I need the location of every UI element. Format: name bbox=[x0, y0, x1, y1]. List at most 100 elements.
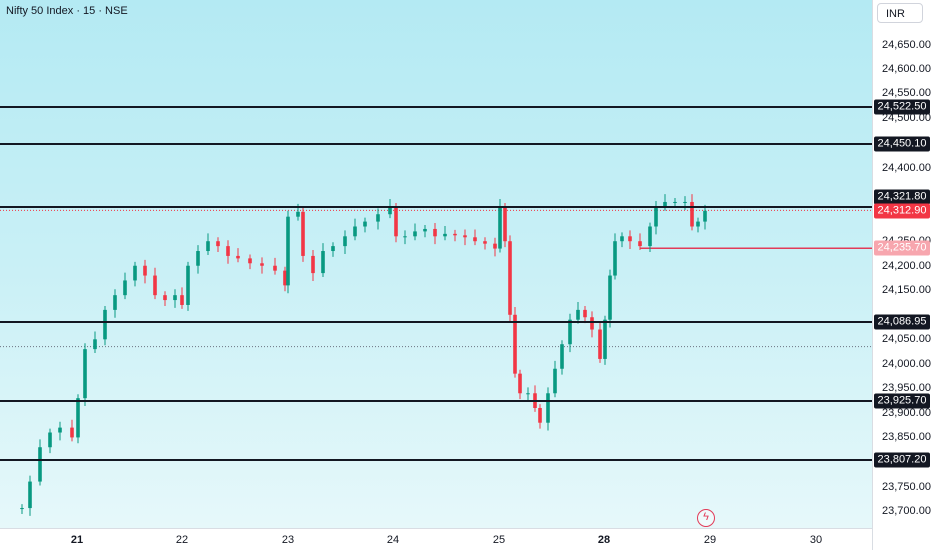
candle-body bbox=[568, 319, 572, 345]
candle-body bbox=[103, 309, 107, 340]
candle-body bbox=[301, 211, 305, 256]
price-tick: 23,700.00 bbox=[882, 505, 931, 517]
candle-body bbox=[273, 265, 277, 271]
candlestick-plot bbox=[0, 194, 872, 516]
candle-body bbox=[311, 255, 315, 274]
candle-body bbox=[583, 309, 587, 318]
candle-body bbox=[113, 295, 117, 310]
candle-body bbox=[553, 368, 557, 394]
time-tick: 24 bbox=[386, 534, 400, 546]
level-line-23926[interactable] bbox=[0, 400, 872, 402]
time-tick: 22 bbox=[175, 534, 189, 546]
time-axis[interactable] bbox=[0, 528, 872, 551]
candle-body bbox=[226, 246, 230, 256]
level-label-23926[interactable]: 23,925.70 bbox=[874, 393, 930, 409]
candle-body bbox=[353, 226, 357, 237]
candle-body bbox=[236, 255, 240, 259]
candle-body bbox=[690, 201, 694, 227]
candle-body bbox=[423, 228, 427, 232]
price-tick: 23,750.00 bbox=[882, 481, 931, 493]
candle-body bbox=[453, 233, 457, 236]
candle-body bbox=[216, 241, 220, 247]
time-tick: 28 bbox=[597, 534, 611, 546]
price-tick: 24,150.00 bbox=[882, 284, 931, 296]
candle-body bbox=[546, 393, 550, 423]
candle-body bbox=[413, 231, 417, 237]
candle-body bbox=[376, 214, 380, 222]
candle-body bbox=[673, 201, 677, 203]
candle-body bbox=[613, 241, 617, 276]
candle-body bbox=[331, 246, 335, 252]
candle-body bbox=[603, 319, 607, 359]
symbol-title[interactable]: Nifty 50 Index · 15 · NSE bbox=[6, 5, 128, 17]
current-price-label[interactable]: 24,312.90 bbox=[874, 203, 930, 219]
candle-body bbox=[283, 270, 287, 286]
level-label-24321[interactable]: 24,321.80 bbox=[874, 189, 930, 205]
candle-body bbox=[70, 427, 74, 438]
price-tick: 24,650.00 bbox=[882, 39, 931, 51]
lightning-icon[interactable]: ϟ bbox=[697, 509, 715, 527]
price-tick: 24,400.00 bbox=[882, 162, 931, 174]
price-tick: 24,000.00 bbox=[882, 358, 931, 370]
currency-selector[interactable]: INR bbox=[877, 3, 923, 23]
price-tick: 24,550.00 bbox=[882, 87, 931, 99]
price-axis[interactable] bbox=[872, 0, 932, 550]
candle-body bbox=[608, 275, 612, 320]
candle-body bbox=[503, 206, 507, 242]
candle-body bbox=[663, 201, 667, 207]
candle-body bbox=[83, 349, 87, 399]
level-label-23807[interactable]: 23,807.20 bbox=[874, 452, 930, 468]
candle-body bbox=[576, 309, 580, 320]
time-tick: 21 bbox=[70, 534, 84, 546]
candle-body bbox=[538, 407, 542, 423]
level-line-24321[interactable] bbox=[0, 206, 872, 208]
candle-body bbox=[388, 206, 392, 215]
candle-body bbox=[703, 210, 707, 222]
level-line-24087[interactable] bbox=[0, 321, 872, 323]
price-tick: 24,050.00 bbox=[882, 333, 931, 345]
candle-body bbox=[518, 373, 522, 394]
level-line-24450[interactable] bbox=[0, 143, 872, 145]
candle-body bbox=[628, 236, 632, 242]
candle-body bbox=[598, 329, 602, 359]
candle-body bbox=[508, 241, 512, 315]
candle-body bbox=[403, 236, 407, 238]
candle-body bbox=[206, 241, 210, 252]
candle-body bbox=[20, 508, 24, 510]
candle-body bbox=[248, 258, 252, 264]
candle-body bbox=[296, 211, 300, 217]
price-tick: 23,900.00 bbox=[882, 407, 931, 419]
time-tick: 29 bbox=[703, 534, 717, 546]
candle-body bbox=[463, 235, 467, 238]
time-tick: 25 bbox=[492, 534, 506, 546]
alert-price-label[interactable]: 24,235.70 bbox=[874, 240, 930, 256]
level-line-23807[interactable] bbox=[0, 459, 872, 461]
candle-body bbox=[363, 221, 367, 227]
candle-body bbox=[321, 251, 325, 274]
time-tick: 23 bbox=[281, 534, 295, 546]
candle-body bbox=[433, 228, 437, 237]
candle-body bbox=[93, 339, 97, 350]
candle-body bbox=[48, 432, 52, 448]
candle-body bbox=[483, 241, 487, 244]
candle-body bbox=[493, 243, 497, 249]
price-tick: 24,500.00 bbox=[882, 112, 931, 124]
candle-body bbox=[133, 265, 137, 281]
candle-body bbox=[473, 237, 477, 242]
candle-body bbox=[163, 295, 167, 301]
level-label-24087[interactable]: 24,086.95 bbox=[874, 314, 930, 330]
candle-body bbox=[180, 295, 184, 305]
candle-body bbox=[638, 241, 642, 247]
level-line-24522[interactable] bbox=[0, 106, 872, 108]
level-label-24450[interactable]: 24,450.10 bbox=[874, 136, 930, 152]
level-label-24522[interactable]: 24,522.50 bbox=[874, 99, 930, 115]
candle-body bbox=[28, 481, 32, 509]
candle-body bbox=[648, 226, 652, 247]
candle-body bbox=[620, 236, 624, 242]
candle-body bbox=[286, 216, 290, 286]
price-tick: 23,850.00 bbox=[882, 431, 931, 443]
price-tick: 24,200.00 bbox=[882, 260, 931, 272]
candle-body bbox=[560, 344, 564, 369]
price-tick: 24,600.00 bbox=[882, 63, 931, 75]
candle-body bbox=[513, 314, 517, 374]
